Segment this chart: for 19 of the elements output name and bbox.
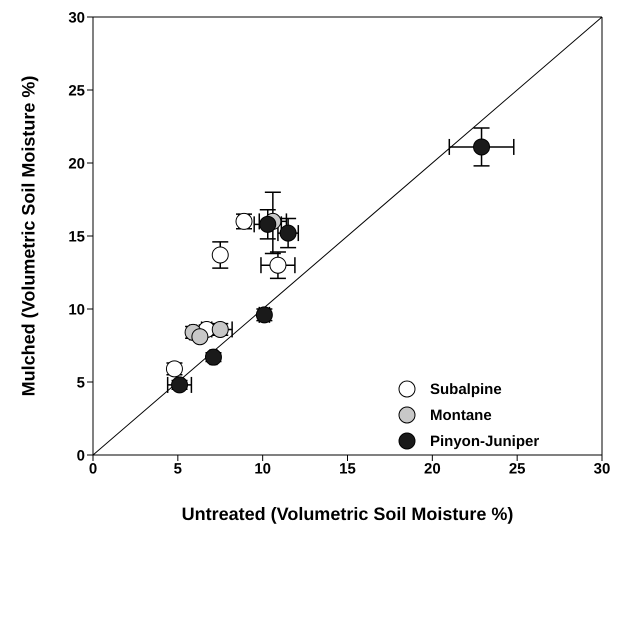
y-tick-label: 0 — [76, 447, 85, 464]
y-axis-title: Mulched (Volumetric Soil Moisture %) — [18, 76, 38, 396]
x-tick-label: 25 — [508, 460, 526, 478]
x-tick-label: 0 — [88, 460, 98, 478]
x-tick-label: 10 — [254, 460, 272, 478]
legend-label: Pinyon-Juniper — [430, 432, 540, 450]
x-axis-title: Untreated (Volumetric Soil Moisture %) — [182, 504, 514, 524]
y-tick-label: 20 — [68, 155, 85, 172]
y-tick-label: 10 — [68, 301, 85, 318]
x-tick-label: 30 — [594, 460, 610, 478]
y-tick-label: 15 — [68, 228, 85, 246]
y-tick-label: 25 — [68, 82, 85, 100]
legend-label: Montane — [430, 406, 492, 424]
y-tick-label: 30 — [68, 9, 85, 26]
x-tick-label: 20 — [424, 460, 441, 478]
y-tick-label: 5 — [76, 374, 85, 392]
x-tick-label: 15 — [339, 460, 356, 478]
x-tick-label: 5 — [174, 460, 182, 478]
legend-label: Subalpine — [430, 380, 502, 398]
